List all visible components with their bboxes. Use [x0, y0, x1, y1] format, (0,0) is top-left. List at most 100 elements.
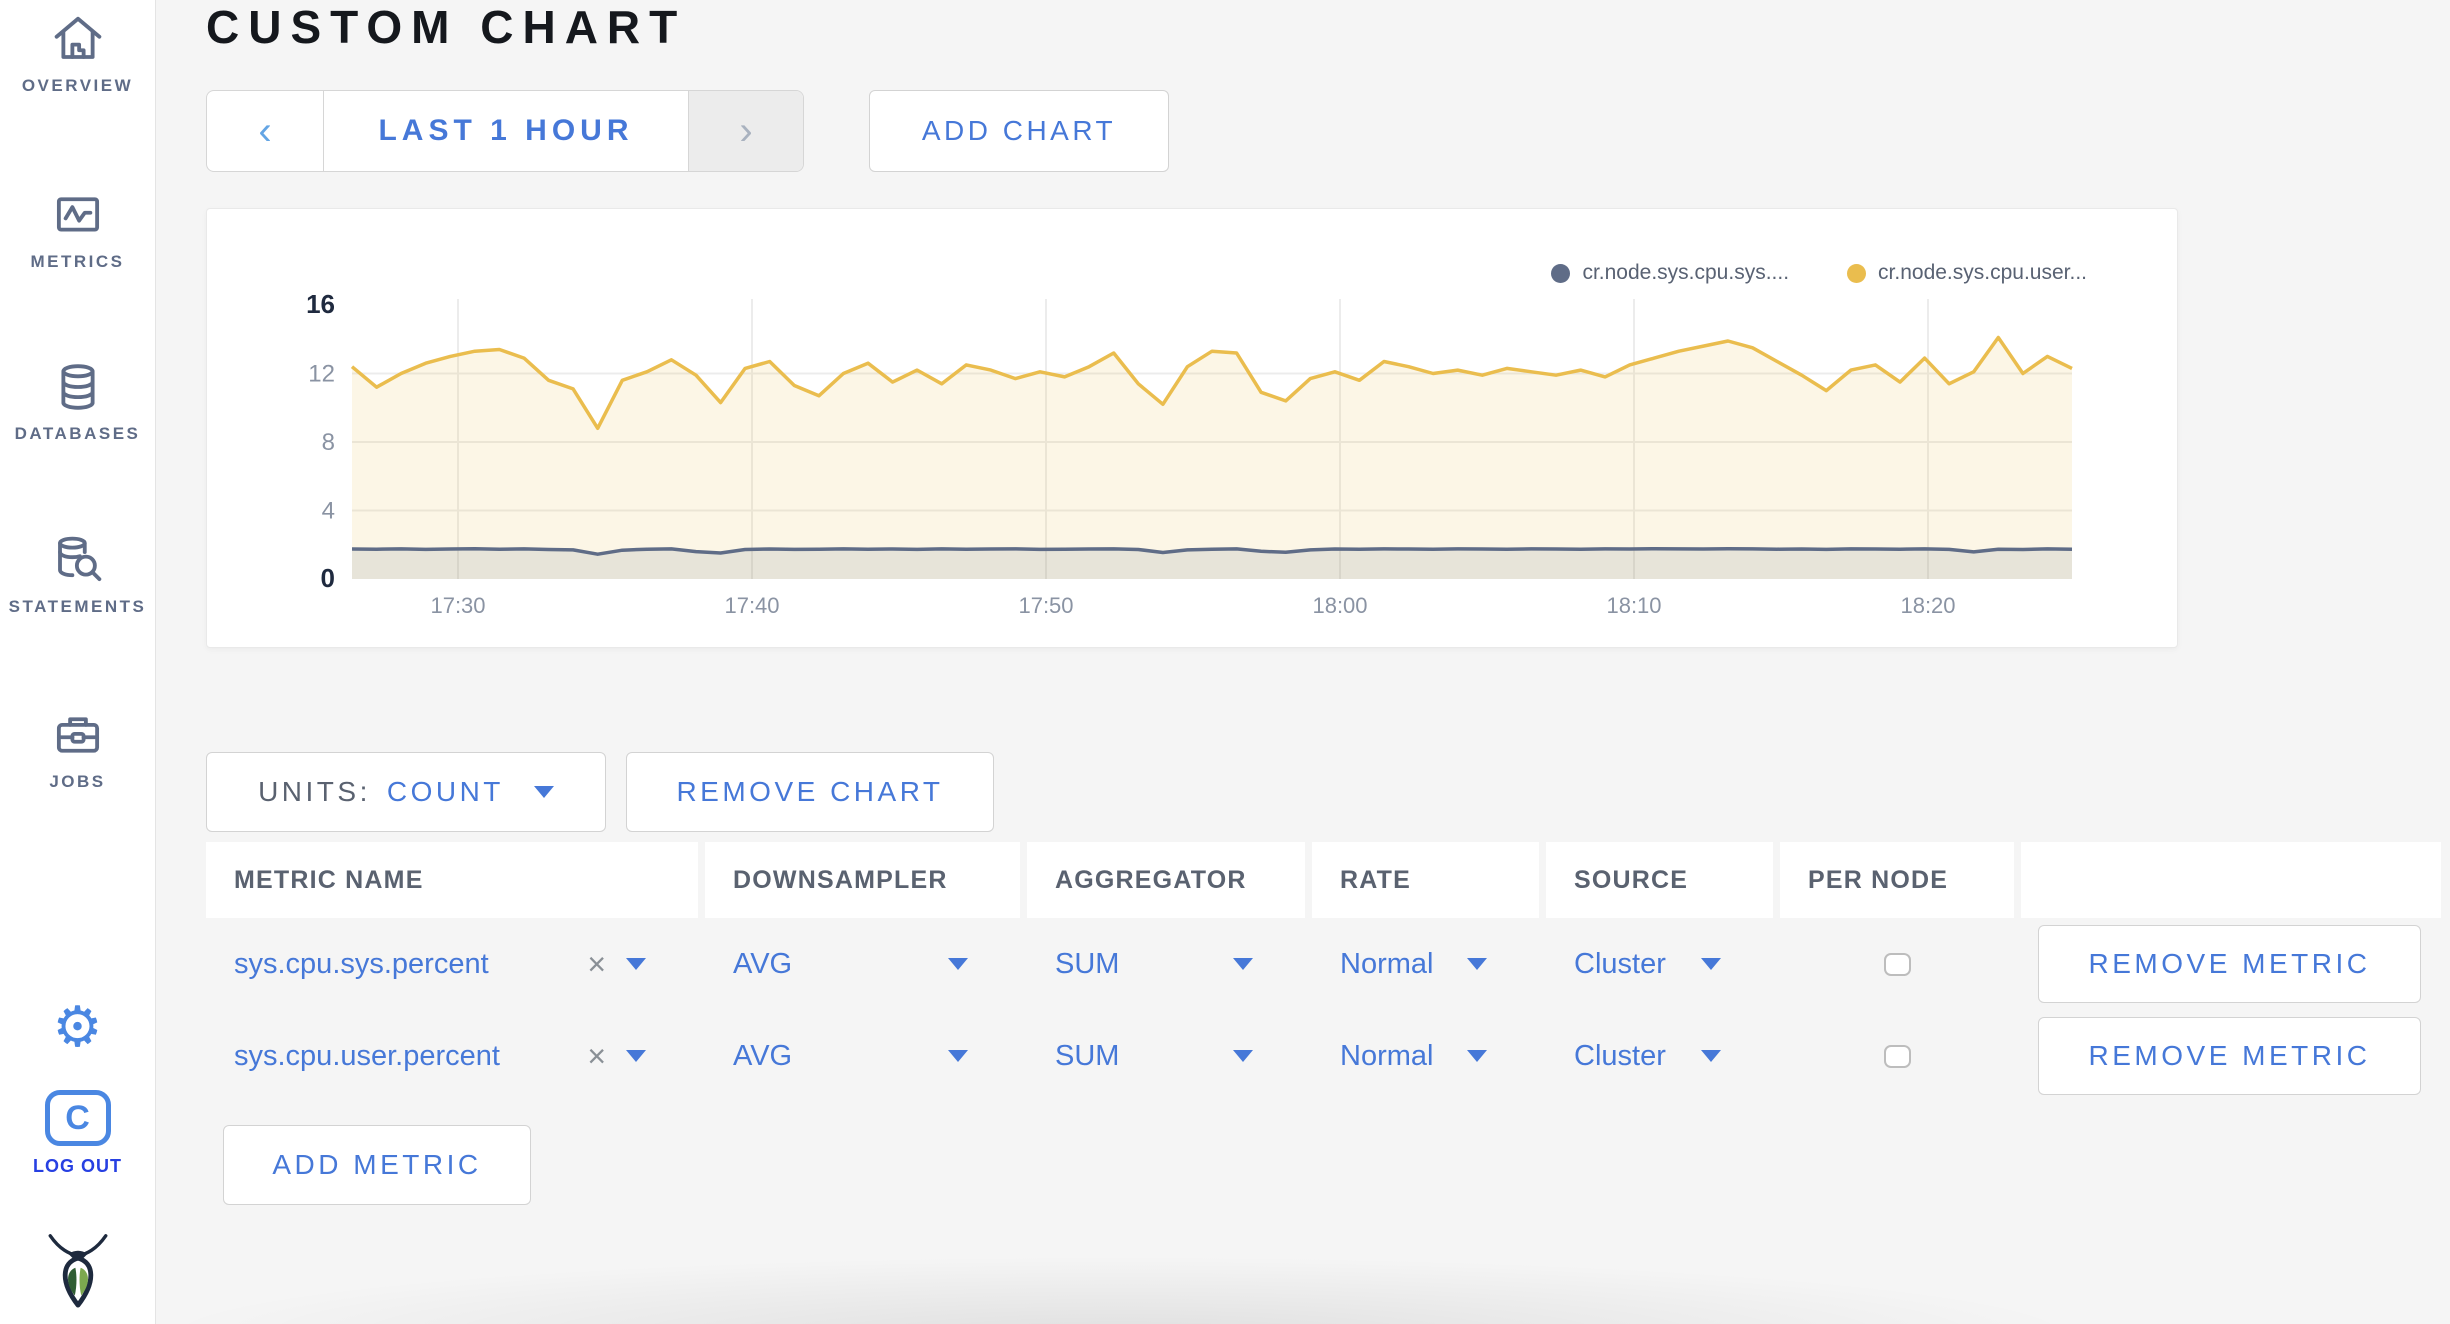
sidebar-item-jobs[interactable]: JOBS: [0, 708, 155, 792]
column-header-source: SOURCE: [1546, 842, 1773, 918]
logout-button[interactable]: C LOG OUT: [0, 1090, 155, 1177]
column-header-per-node: PER NODE: [1780, 842, 2014, 918]
downsampler-value: AVG: [733, 1039, 793, 1072]
metrics-graph-icon: [56, 197, 99, 232]
chart-card: cr.node.sys.cpu.sys.... cr.node.sys.cpu.…: [206, 208, 2178, 648]
sidebar-item-label: JOBS: [49, 772, 106, 791]
cockroach-c-icon: C: [44, 1090, 111, 1146]
sidebar-item-label: STATEMENTS: [8, 597, 147, 616]
legend-item-sys: cr.node.sys.cpu.sys....: [1551, 261, 1789, 285]
time-range-dropdown[interactable]: LAST 1 HOUR: [324, 91, 688, 171]
clear-icon[interactable]: ×: [587, 1037, 606, 1074]
main-content: CUSTOM CHART ‹ LAST 1 HOUR › ADD CHART c…: [156, 0, 2450, 1324]
rate-select[interactable]: Normal: [1312, 1010, 1539, 1102]
chevron-down-icon: [1701, 958, 1721, 970]
svg-text:4: 4: [322, 498, 335, 525]
chevron-down-icon: [626, 958, 646, 970]
sidebar-item-metrics[interactable]: METRICS: [0, 188, 155, 272]
units-label: UNITS:: [258, 776, 371, 807]
chevron-left-icon: ‹: [258, 108, 272, 153]
chevron-down-icon: [1467, 958, 1487, 970]
settings-gear-icon[interactable]: ⚙: [52, 995, 103, 1060]
actions-cell: REMOVE METRIC: [2021, 918, 2441, 1010]
downsampler-select[interactable]: AVG: [705, 1010, 1020, 1102]
column-header-rate: RATE: [1312, 842, 1539, 918]
metric-name-value: sys.cpu.user.percent: [234, 1039, 500, 1072]
chevron-down-icon: [626, 1050, 646, 1062]
time-range-prev-button[interactable]: ‹: [207, 91, 324, 171]
svg-text:17:40: 17:40: [724, 593, 779, 618]
column-header-actions: [2021, 842, 2441, 918]
column-header-aggregator: AGGREGATOR: [1027, 842, 1305, 918]
legend-item-user: cr.node.sys.cpu.user...: [1847, 261, 2087, 285]
svg-text:12: 12: [308, 361, 335, 388]
chevron-down-icon: [1233, 958, 1253, 970]
sidebar-item-label: METRICS: [30, 252, 125, 271]
chevron-down-icon: [1701, 1050, 1721, 1062]
legend-label-sys: cr.node.sys.cpu.sys....: [1582, 261, 1790, 284]
logout-letter: C: [65, 1098, 90, 1137]
svg-text:17:50: 17:50: [1018, 593, 1073, 618]
svg-text:0: 0: [321, 563, 335, 593]
table-header-row: METRIC NAME DOWNSAMPLER AGGREGATOR RATE …: [206, 842, 2441, 918]
rate-value: Normal: [1340, 947, 1434, 980]
units-value: COUNT: [386, 776, 504, 807]
source-select[interactable]: Cluster: [1546, 918, 1773, 1010]
chevron-down-icon: [1467, 1050, 1487, 1062]
cockroach-bug-logo: [0, 1232, 155, 1315]
per-node-checkbox[interactable]: [1883, 1044, 1911, 1068]
svg-text:18:20: 18:20: [1900, 593, 1955, 618]
actions-cell: REMOVE METRIC: [2021, 1010, 2441, 1102]
legend-label-user: cr.node.sys.cpu.user...: [1878, 261, 2087, 284]
per-node-cell: [1780, 1010, 2014, 1102]
bottom-scroll-shadow: [156, 1254, 2450, 1324]
metric-name-select[interactable]: sys.cpu.sys.percent ×: [206, 918, 698, 1010]
clear-icon[interactable]: ×: [587, 945, 606, 982]
sidebar-item-statements[interactable]: STATEMENTS: [0, 533, 155, 617]
add-chart-button[interactable]: ADD CHART: [869, 90, 1169, 172]
downsampler-select[interactable]: AVG: [705, 918, 1020, 1010]
aggregator-value: SUM: [1055, 1039, 1120, 1072]
sidebar-item-label: OVERVIEW: [21, 76, 134, 95]
chevron-right-icon: ›: [739, 108, 753, 153]
rate-value: Normal: [1340, 1039, 1434, 1072]
chevron-down-icon: [948, 1050, 968, 1062]
source-select[interactable]: Cluster: [1546, 1010, 1773, 1102]
chevron-down-icon: [533, 786, 554, 798]
chevron-down-icon: [948, 958, 968, 970]
logout-label: LOG OUT: [33, 1156, 122, 1176]
downsampler-value: AVG: [733, 947, 793, 980]
home-icon: [54, 16, 101, 59]
sidebar-item-label: DATABASES: [14, 424, 141, 443]
units-dropdown[interactable]: UNITS: COUNT: [206, 752, 606, 832]
remove-metric-button[interactable]: REMOVE METRIC: [2038, 1017, 2421, 1095]
time-range-next-button[interactable]: ›: [688, 91, 803, 171]
svg-text:17:30: 17:30: [430, 593, 485, 618]
aggregator-select[interactable]: SUM: [1027, 1010, 1305, 1102]
per-node-checkbox[interactable]: [1883, 952, 1911, 976]
statements-search-icon: [57, 536, 101, 582]
aggregator-value: SUM: [1055, 947, 1120, 980]
aggregator-select[interactable]: SUM: [1027, 918, 1305, 1010]
column-header-metric-name: METRIC NAME: [206, 842, 698, 918]
rate-select[interactable]: Normal: [1312, 918, 1539, 1010]
add-metric-button[interactable]: ADD METRIC: [223, 1125, 531, 1205]
svg-text:18:10: 18:10: [1606, 593, 1661, 618]
chart-legend: cr.node.sys.cpu.sys.... cr.node.sys.cpu.…: [1551, 261, 2087, 285]
sidebar-item-databases[interactable]: DATABASES: [0, 360, 155, 444]
remove-chart-button[interactable]: REMOVE CHART: [626, 752, 994, 832]
metric-name-select[interactable]: sys.cpu.user.percent ×: [206, 1010, 698, 1102]
chart-canvas: 0 4 8 12 16 17:30 17:40 17:50 18:00 18:10 18:20: [306, 289, 2073, 618]
remove-metric-button[interactable]: REMOVE METRIC: [2038, 925, 2421, 1003]
time-range-selector: ‹ LAST 1 HOUR ›: [206, 90, 804, 172]
table-row: sys.cpu.sys.percent × AVG SUM Normal Clu…: [206, 918, 2441, 1010]
sidebar-item-overview[interactable]: OVERVIEW: [0, 12, 155, 96]
source-value: Cluster: [1574, 1039, 1666, 1072]
time-range-value: LAST 1 HOUR: [378, 114, 634, 147]
svg-text:18:00: 18:00: [1312, 593, 1367, 618]
table-row: sys.cpu.user.percent × AVG SUM Normal Cl…: [206, 1010, 2441, 1102]
per-node-cell: [1780, 918, 2014, 1010]
svg-text:8: 8: [322, 429, 335, 456]
metric-name-value: sys.cpu.sys.percent: [234, 947, 489, 980]
legend-dot-sys: [1551, 263, 1571, 283]
